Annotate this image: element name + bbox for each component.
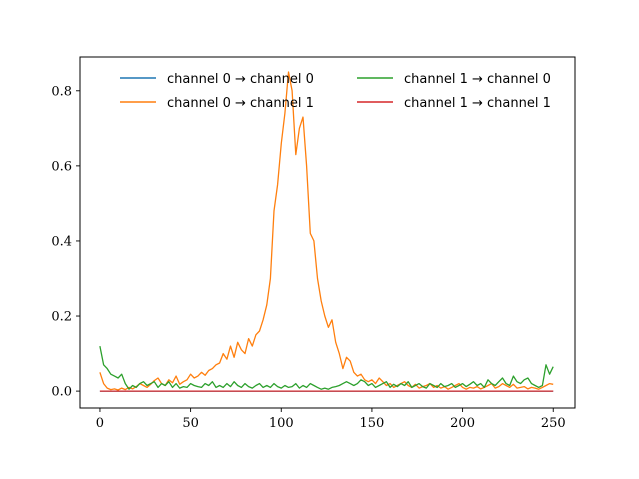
x-tick-label: 0 <box>96 416 104 431</box>
y-tick-label: 0.2 <box>51 310 72 325</box>
legend-item: channel 1 → channel 0 <box>357 72 551 87</box>
plot-lines <box>99 71 554 392</box>
axes-frame <box>79 56 576 409</box>
legend-label: channel 0 → channel 1 <box>167 96 314 111</box>
series-line-1 <box>99 71 554 391</box>
legend: channel 0 → channel 0 channel 0 → channel… <box>120 72 551 111</box>
y-tick-label: 0.8 <box>51 84 72 99</box>
y-tick-label: 0.6 <box>51 159 72 174</box>
y-tick-label: 0.0 <box>51 385 72 400</box>
y-axis: 0.0 0.2 0.4 0.6 0.8 <box>51 84 80 400</box>
x-tick-label: 150 <box>360 416 385 431</box>
legend-label: channel 1 → channel 0 <box>404 72 551 87</box>
series-line-2 <box>99 345 554 390</box>
legend-item: channel 0 → channel 1 <box>120 96 314 111</box>
legend-label: channel 1 → channel 1 <box>404 96 551 111</box>
x-tick-label: 50 <box>182 416 199 431</box>
x-tick-label: 250 <box>541 416 566 431</box>
legend-item: channel 0 → channel 0 <box>120 72 314 87</box>
x-tick-label: 200 <box>450 416 475 431</box>
x-axis: 0 50 100 150 200 250 <box>96 408 566 431</box>
legend-label: channel 0 → channel 0 <box>167 72 314 87</box>
y-tick-label: 0.4 <box>51 234 72 249</box>
x-tick-label: 100 <box>269 416 294 431</box>
legend-item: channel 1 → channel 1 <box>357 96 551 111</box>
